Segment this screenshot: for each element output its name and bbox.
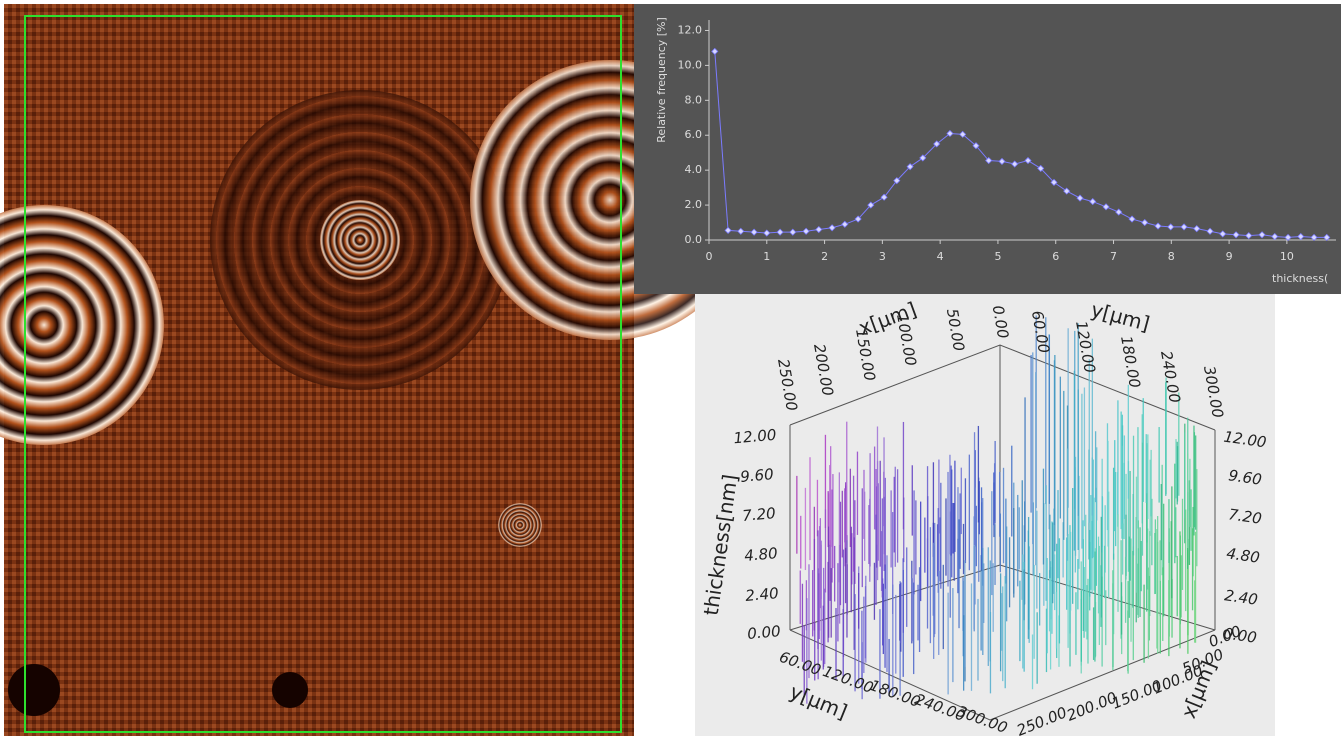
axis-tick-label: 12.00 [733,426,777,448]
x-tick-label: 2 [821,250,828,263]
x-tick-label: 9 [1226,250,1233,263]
x-axis-label: thickness( [1272,272,1328,285]
axis-tick-label: 0.00 [747,622,782,643]
x-tick-label: 0 [706,250,713,263]
x-tick-label: 3 [879,250,886,263]
x-tick-label: 4 [937,250,944,263]
axis-tick-label: 7.20 [742,504,777,525]
x-tick-label: 1 [763,250,770,263]
x-tick-label: 7 [1110,250,1117,263]
axis-tick-label: 4.80 [744,544,779,565]
y-tick-label: 8.0 [685,93,703,106]
y-tick-label: 6.0 [685,128,703,141]
x-tick-label: 10 [1280,250,1294,263]
x-tick-label: 6 [1052,250,1059,263]
x-tick-label: 5 [994,250,1001,263]
page: 0.02.04.06.08.010.012.0012345678910Relat… [0,0,1341,736]
axis-tick-label: 2.40 [745,584,780,605]
y-tick-label: 0.0 [685,233,703,246]
screen: 0.02.04.06.08.010.012.0012345678910Relat… [0,0,1341,736]
y-tick-label: 4.0 [685,163,703,176]
chart-panel [634,4,1341,294]
y-axis-label: Relative frequency [%] [655,17,668,143]
axis-tick-label: 9.60 [740,465,775,486]
y-tick-label: 10.0 [678,58,703,71]
x-tick-label: 8 [1168,250,1175,263]
y-tick-label: 12.0 [678,23,703,36]
y-tick-label: 2.0 [685,198,703,211]
